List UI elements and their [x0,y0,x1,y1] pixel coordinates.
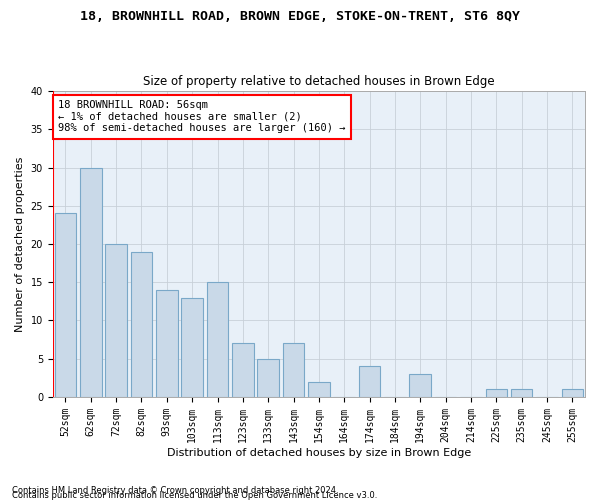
Bar [511,390,532,397]
Bar [55,214,76,397]
Bar [308,382,329,397]
Bar [80,168,101,397]
Bar [283,344,304,397]
Bar [485,390,507,397]
Bar [232,344,254,397]
X-axis label: Distribution of detached houses by size in Brown Edge: Distribution of detached houses by size … [167,448,471,458]
Y-axis label: Number of detached properties: Number of detached properties [15,156,25,332]
Bar [409,374,431,397]
Text: 18 BROWNHILL ROAD: 56sqm
← 1% of detached houses are smaller (2)
98% of semi-det: 18 BROWNHILL ROAD: 56sqm ← 1% of detache… [58,100,346,134]
Bar [562,390,583,397]
Text: 18, BROWNHILL ROAD, BROWN EDGE, STOKE-ON-TRENT, ST6 8QY: 18, BROWNHILL ROAD, BROWN EDGE, STOKE-ON… [80,10,520,23]
Bar [359,366,380,397]
Title: Size of property relative to detached houses in Brown Edge: Size of property relative to detached ho… [143,76,495,88]
Bar [257,358,279,397]
Text: Contains public sector information licensed under the Open Government Licence v3: Contains public sector information licen… [12,490,377,500]
Bar [131,252,152,397]
Bar [106,244,127,397]
Bar [181,298,203,397]
Bar [207,282,228,397]
Bar [156,290,178,397]
Text: Contains HM Land Registry data © Crown copyright and database right 2024.: Contains HM Land Registry data © Crown c… [12,486,338,495]
